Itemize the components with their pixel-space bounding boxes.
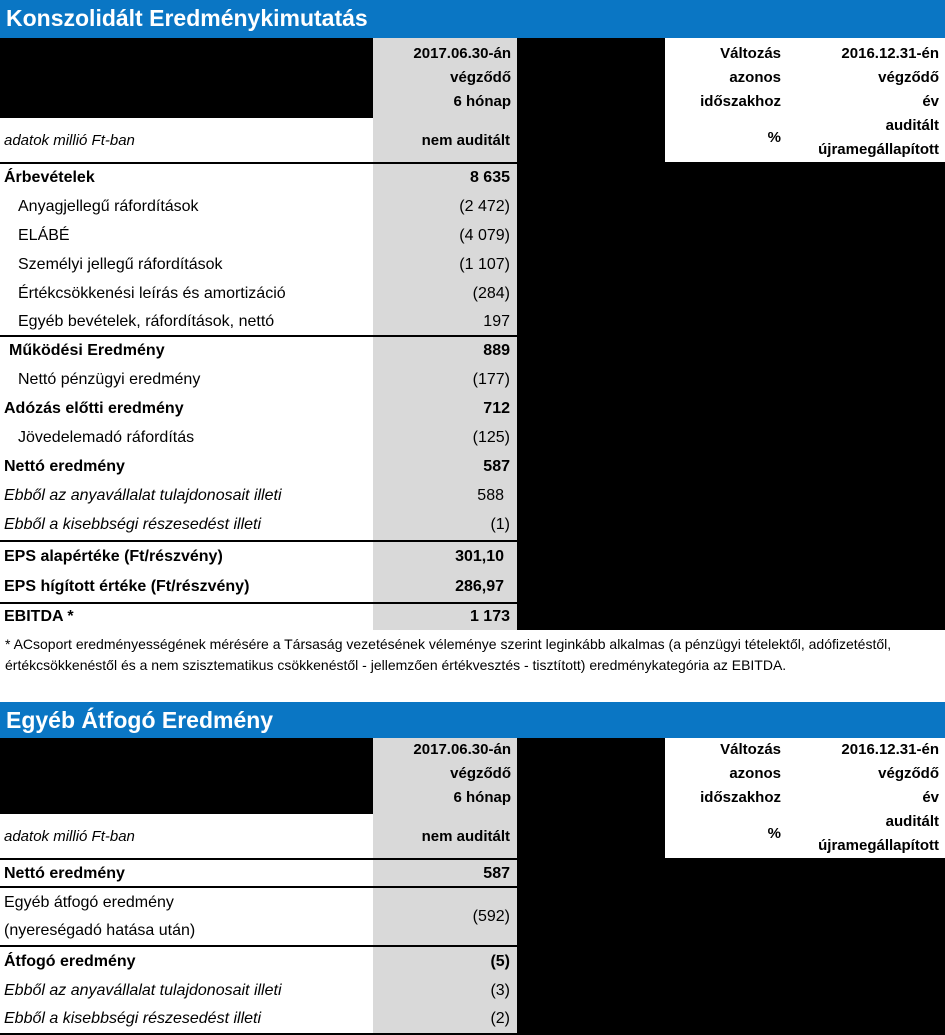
row-label: Ebből a kisebbségi részesedést illeti	[0, 510, 373, 540]
row-value: 889	[373, 337, 517, 365]
row-value: (3)	[373, 976, 517, 1005]
row-value: (284)	[373, 279, 517, 308]
audit-status: nem auditált	[373, 118, 517, 162]
period-header-line: 2017.06.30-án	[413, 741, 511, 758]
row-label: Egyéb átfogó eredmény	[4, 893, 174, 911]
prior-header-line: auditált	[885, 813, 939, 830]
audit-status: nem auditált	[373, 814, 517, 858]
prior-header-line: év	[922, 93, 939, 110]
prior-header-line: végződő	[878, 69, 939, 86]
period-header-line: végződő	[450, 765, 511, 782]
row-label: Ebből az anyavállalat tulajdonosait ille…	[0, 481, 373, 510]
change-header-line: Változás	[720, 741, 781, 758]
row-label: Nettó eredmény	[0, 860, 373, 888]
row-value: (1 107)	[373, 250, 517, 279]
section-title: Konszolidált Eredménykimutatás	[0, 0, 945, 38]
row-value: 587	[373, 452, 517, 481]
row-label: Nettó pénzügyi eredmény	[0, 365, 373, 394]
row-label: ELÁBÉ	[0, 221, 373, 250]
row-value: 712	[373, 394, 517, 423]
period-header: 2017.06.30-án végződő 6 hónap	[373, 738, 517, 814]
comparison-header: Változás azonos időszakhoz % 2016.12.31-…	[665, 738, 945, 858]
row-divider	[0, 162, 517, 164]
row-value: 1 173	[373, 604, 517, 630]
row-value: (2 472)	[373, 192, 517, 221]
change-unit: %	[767, 825, 781, 842]
row-divider	[0, 858, 517, 860]
period-header: 2017.06.30-án végződő 6 hónap	[373, 38, 517, 118]
prior-header-line: 2016.12.31-én	[841, 45, 939, 62]
change-header-line: időszakhoz	[700, 93, 781, 110]
change-header-line: azonos	[729, 69, 781, 86]
row-label: Értékcsökkenési leírás és amortizáció	[0, 279, 373, 308]
row-label: Ebből a kisebbségi részesedést illeti	[0, 1005, 373, 1033]
row-value: (177)	[373, 365, 517, 394]
row-label: Anyagjellegű ráfordítások	[0, 192, 373, 221]
row-label-multiline: Egyéb átfogó eredmény (nyereségadó hatás…	[0, 888, 373, 945]
prior-period-header: 2016.12.31-én végződő év auditált újrame…	[787, 42, 945, 162]
row-value: 8 635	[373, 164, 517, 192]
row-value: 197	[373, 308, 517, 335]
row-label: Ebből az anyavállalat tulajdonosait ille…	[0, 976, 373, 1005]
comparison-header: Változás azonos időszakhoz % 2016.12.31-…	[665, 38, 945, 162]
row-value: 286,97	[373, 572, 517, 602]
prior-header-line: újramegállapított	[818, 837, 939, 854]
period-header-line: 2017.06.30-án	[413, 45, 511, 62]
prior-header-line: végződő	[878, 765, 939, 782]
row-value: (1)	[373, 510, 517, 540]
row-label: Működési Eredmény	[0, 337, 373, 365]
row-label: EPS alapértéke (Ft/részvény)	[0, 542, 373, 572]
change-header-line: azonos	[729, 765, 781, 782]
section-title: Egyéb Átfogó Eredmény	[0, 702, 945, 738]
row-divider	[0, 335, 517, 337]
row-value: 587	[373, 860, 517, 888]
row-divider	[0, 602, 517, 604]
row-value: (4 079)	[373, 221, 517, 250]
prior-header-line: auditált	[885, 117, 939, 134]
row-label: EPS hígított értéke (Ft/részvény)	[0, 572, 373, 602]
row-label: Adózás előtti eredmény	[0, 394, 373, 423]
row-label: Árbevételek	[0, 164, 373, 192]
units-label: adatok millió Ft-ban	[0, 814, 373, 858]
change-header: Változás azonos időszakhoz	[665, 738, 787, 810]
row-label: Átfogó eredmény	[0, 947, 373, 976]
row-value: (5)	[373, 947, 517, 976]
row-label: EBITDA *	[0, 604, 373, 630]
prior-header-line: 2016.12.31-én	[841, 741, 939, 758]
row-label-line2: (nyereségadó hatása után)	[4, 921, 196, 939]
row-divider	[0, 886, 517, 888]
period-header-line: végződő	[450, 69, 511, 86]
prior-period-header: 2016.12.31-én végződő év auditált újrame…	[787, 738, 945, 858]
row-value: 301,10	[373, 542, 517, 572]
row-value: (2)	[373, 1005, 517, 1033]
row-divider	[0, 540, 517, 542]
prior-header-line: év	[922, 789, 939, 806]
period-header-line: 6 hónap	[453, 93, 511, 110]
row-label: Egyéb bevételek, ráfordítások, nettó	[0, 308, 373, 335]
change-header-line: Változás	[720, 45, 781, 62]
row-label: Nettó eredmény	[0, 452, 373, 481]
change-header: Változás azonos időszakhoz	[665, 42, 787, 114]
period-header-line: 6 hónap	[453, 789, 511, 806]
change-header-line: időszakhoz	[700, 789, 781, 806]
row-value: 588	[373, 481, 517, 510]
row-divider	[0, 945, 517, 947]
row-label: Jövedelemadó ráfordítás	[0, 423, 373, 452]
row-value: (592)	[373, 888, 517, 945]
units-label: adatok millió Ft-ban	[0, 118, 373, 162]
change-unit: %	[767, 129, 781, 146]
footnote: * ACsoport eredményességének mérésére a …	[0, 630, 945, 702]
row-value: (125)	[373, 423, 517, 452]
row-label: Személyi jellegű ráfordítások	[0, 250, 373, 279]
prior-header-line: újramegállapított	[818, 141, 939, 158]
